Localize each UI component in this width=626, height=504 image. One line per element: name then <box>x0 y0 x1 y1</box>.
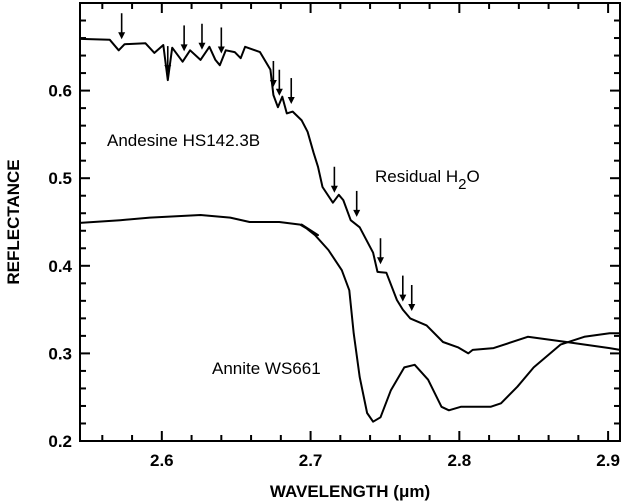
arrow-down-icon <box>269 79 277 87</box>
residual-subscript: 2 <box>458 176 466 193</box>
x-tick-label: 2.9 <box>596 451 620 470</box>
arrow-down-icon <box>287 97 295 105</box>
x-axis-label: WAVELENGTH (μm) <box>270 482 430 501</box>
arrow-down-icon <box>180 44 188 52</box>
y-tick-label: 0.6 <box>48 82 72 101</box>
y-axis-label: REFLECTANCE <box>4 159 23 284</box>
andesine-line <box>79 37 621 355</box>
arrow-down-icon <box>118 32 126 40</box>
plot-frame <box>79 2 621 442</box>
annotation-annite: Annite WS661 <box>212 359 321 378</box>
y-tick-label: 0.2 <box>48 432 72 451</box>
axis-ticks: 2.6 2.7 2.8 2.9 0.2 0.3 0.4 0.5 0.6 <box>48 2 620 470</box>
annotation-andesine: Andesine HS142.3B <box>107 131 260 150</box>
arrow-down-icon <box>164 65 172 73</box>
water-arrows <box>118 13 416 311</box>
arrow-down-icon <box>275 88 283 96</box>
y-tick-label: 0.3 <box>48 344 72 363</box>
x-tick-label: 2.8 <box>448 451 472 470</box>
x-tick-label: 2.7 <box>299 451 323 470</box>
arrow-down-icon <box>330 185 338 193</box>
series-lines <box>79 37 621 423</box>
arrow-down-icon <box>217 46 225 54</box>
y-tick-label: 0.5 <box>48 169 72 188</box>
residual-suffix: O <box>467 167 480 186</box>
arrow-down-icon <box>399 294 407 302</box>
annite-line <box>79 214 620 423</box>
arrow-down-icon <box>198 42 206 50</box>
y-tick-label: 0.4 <box>48 257 72 276</box>
annotation-residual-water: Residual H2O <box>375 167 480 193</box>
residual-prefix: Residual H <box>375 167 458 186</box>
arrow-down-icon <box>408 303 416 311</box>
arrow-down-icon <box>376 257 384 265</box>
arrow-down-icon <box>353 209 361 217</box>
x-tick-label: 2.6 <box>150 451 174 470</box>
